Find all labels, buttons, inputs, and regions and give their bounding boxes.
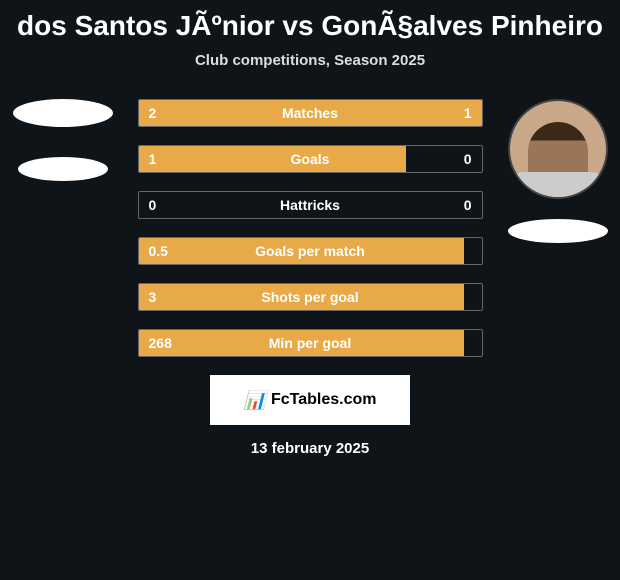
footer-date: 13 february 2025	[0, 440, 620, 457]
stat-value-left: 268	[149, 335, 172, 351]
stat-value-left: 2	[149, 105, 157, 121]
stat-row: 268 Min per goal	[138, 329, 483, 357]
stat-row: 3 Shots per goal	[138, 283, 483, 311]
stat-row: 0.5 Goals per match	[138, 237, 483, 265]
stat-row: 2 1 Matches	[138, 99, 483, 127]
stat-value-right: 1	[464, 105, 472, 121]
player-right-column	[500, 99, 615, 243]
brand-text: FcTables.com	[271, 391, 377, 409]
player-right-shape	[508, 219, 608, 243]
player-right-avatar	[508, 99, 608, 199]
subtitle: Club competitions, Season 2025	[0, 52, 620, 69]
stat-value-left: 0.5	[149, 243, 168, 259]
bar-fill-left	[139, 146, 407, 172]
stat-value-left: 3	[149, 289, 157, 305]
stat-value-right: 0	[464, 151, 472, 167]
stat-value-left: 1	[149, 151, 157, 167]
stat-label: Matches	[282, 105, 338, 121]
stat-label: Goals	[291, 151, 330, 167]
stat-value-left: 0	[149, 197, 157, 213]
brand-logo: 📊 FcTables.com	[210, 375, 410, 425]
stat-label: Min per goal	[269, 335, 351, 351]
avatar-face-icon	[528, 122, 588, 197]
comparison-container: dos Santos JÃºnior vs GonÃ§alves Pinheir…	[0, 0, 620, 457]
page-title: dos Santos JÃºnior vs GonÃ§alves Pinheir…	[0, 10, 620, 42]
stat-value-right: 0	[464, 197, 472, 213]
stat-row: 1 0 Goals	[138, 145, 483, 173]
stat-label: Shots per goal	[261, 289, 358, 305]
stat-label: Goals per match	[255, 243, 365, 259]
chart-icon: 📊	[244, 390, 266, 411]
stat-row: 0 0 Hattricks	[138, 191, 483, 219]
player-left-shape-1	[13, 99, 113, 127]
stat-label: Hattricks	[280, 197, 340, 213]
player-left-shape-2	[18, 157, 108, 181]
stats-bars: 2 1 Matches 1 0 Goals 0 0 Hattricks 0.5 Goals per …	[138, 99, 483, 357]
content-area: 2 1 Matches 1 0 Goals 0 0 Hattricks 0.5 Goals per …	[0, 99, 620, 457]
player-left-column	[5, 99, 120, 181]
